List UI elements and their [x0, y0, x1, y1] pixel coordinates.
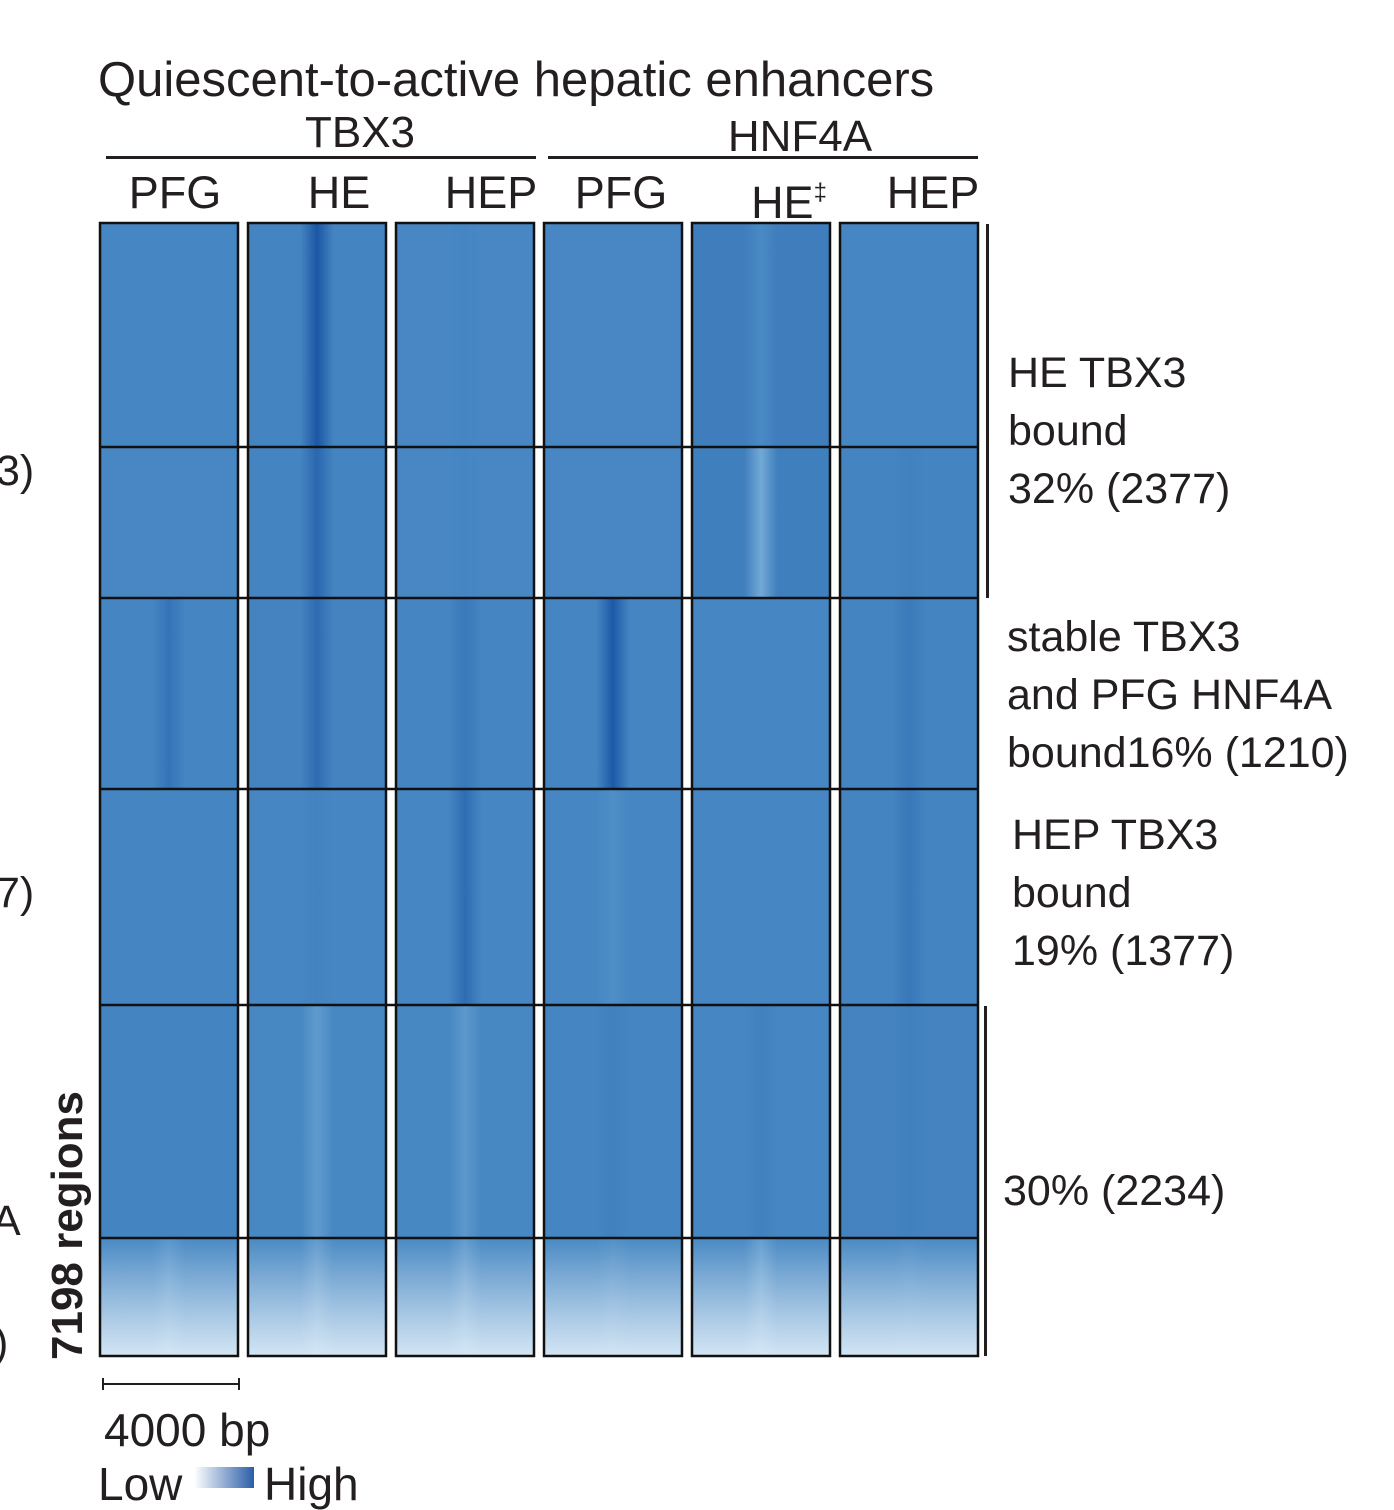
heatmap-cell-1-3: [544, 447, 682, 598]
heatmap-cell-0-2: [396, 223, 534, 447]
heatmap-fade-5: [840, 1238, 978, 1356]
heatmap-cell-0-5: [840, 223, 978, 447]
legend-low-label: Low: [98, 1458, 183, 1510]
heatmap-cell-1-2: [396, 447, 534, 598]
heatmap-cell-0-4: [692, 223, 830, 447]
heatmap-cell-1-0: [100, 447, 238, 598]
bracket-he-tbx3: [986, 224, 989, 598]
heatmap-fade-2: [396, 1238, 534, 1356]
heatmap-fade-4: [692, 1238, 830, 1356]
bracket-fourth: [984, 1006, 987, 1356]
heatmap-cell-3-4: [692, 789, 830, 1005]
heatmap-cell-3-1: [248, 789, 386, 1005]
heatmap-cell-4-1: [248, 1005, 386, 1238]
scale-bar: [102, 1383, 240, 1385]
column-label-hnf4a-he: HE‡: [751, 177, 827, 228]
heatmap-cell-4-0: [100, 1005, 238, 1238]
heatmap-cell-0-3: [544, 223, 682, 447]
heatmap-cell-1-4: [692, 447, 830, 598]
heatmap-cell-2-1: [248, 598, 386, 789]
cut-left-label-1: 3): [0, 447, 35, 495]
heatmap-cell-4-4: [692, 1005, 830, 1238]
heatmap-cell-4-2: [396, 1005, 534, 1238]
cluster-label-stable: stable TBX3 and PFG HNF4A bound16% (1210): [1007, 613, 1349, 777]
scale-bar-label: 4000 bp: [104, 1404, 271, 1456]
heatmap-cell-0-1: [248, 223, 386, 447]
column-label-tbx3-hep: HEP: [444, 167, 538, 218]
heatmap-cell-2-3: [544, 598, 682, 789]
group-label-hnf4a: HNF4A: [727, 112, 873, 161]
y-axis-label: 7198 regions: [43, 1090, 92, 1360]
scale-bar-tick-right: [238, 1378, 240, 1390]
cut-left-label-2: 7): [0, 869, 35, 917]
heatmap-cell-1-1: [248, 447, 386, 598]
heatmap-cell-3-2: [396, 789, 534, 1005]
group-line-tbx3: [106, 156, 536, 159]
group-label-tbx3: TBX3: [304, 108, 416, 157]
legend-high-label: High: [264, 1458, 359, 1510]
heatmap-cell-4-3: [544, 1005, 682, 1238]
heatmap-cell-2-2: [396, 598, 534, 789]
column-label-tbx3-he: HE: [307, 167, 371, 218]
cluster-label-he-tbx3: HE TBX3 bound 32% (2377): [1008, 349, 1231, 513]
heatmap-fade-1: [248, 1238, 386, 1356]
cut-left-label-3: A: [0, 1197, 21, 1245]
heatmap-cell-3-3: [544, 789, 682, 1005]
cluster-label-fourth: 30% (2234): [1003, 1167, 1226, 1215]
heatmap-cell-2-0: [100, 598, 238, 789]
heatmap-cell-0-0: [100, 223, 238, 447]
column-label-hnf4a-hep: HEP: [886, 167, 980, 218]
heatmap-cell-2-4: [692, 598, 830, 789]
scale-bar-tick-left: [102, 1378, 104, 1390]
group-line-hnf4a: [548, 156, 978, 159]
cluster-label-hep-tbx3: HEP TBX3 bound 19% (1377): [1012, 811, 1235, 975]
heatmap-fade-0: [100, 1238, 238, 1356]
column-label-hnf4a-pfg: PFG: [574, 167, 668, 218]
heatmap-cell-1-5: [840, 447, 978, 598]
legend-color-gradient: [194, 1467, 254, 1488]
double-dagger-mark: ‡: [813, 179, 827, 206]
column-label-tbx3-pfg: PFG: [128, 167, 222, 218]
heatmap-cell-4-5: [840, 1005, 978, 1238]
heatmap-cell-2-5: [840, 598, 978, 789]
heatmap-cell-3-5: [840, 789, 978, 1005]
chart-title: Quiescent-to-active hepatic enhancers: [98, 53, 935, 107]
cut-left-label-4: ): [0, 1318, 8, 1368]
heatmap-fade-3: [544, 1238, 682, 1356]
heatmap-cell-3-0: [100, 789, 238, 1005]
